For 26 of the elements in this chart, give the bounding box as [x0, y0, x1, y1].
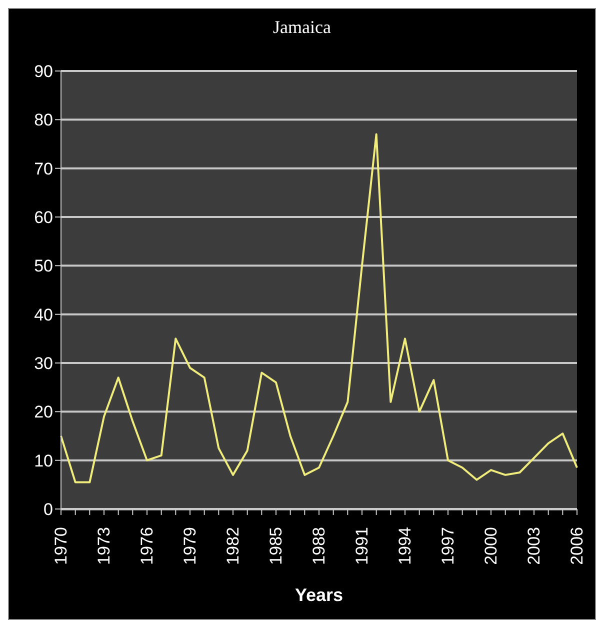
chart-title: Jamaica: [272, 17, 332, 38]
x-tick-label: 1970: [52, 527, 70, 565]
y-tick-label: 60: [34, 208, 53, 228]
x-tick-label: 1991: [352, 527, 372, 565]
x-tick-label: 2006: [568, 527, 586, 565]
y-tick-label: 10: [34, 451, 53, 470]
line-series: [60, 133, 578, 484]
x-tick-label: 1982: [224, 527, 242, 565]
y-tick-label: 0: [44, 500, 53, 520]
x-tick-label: 1979: [180, 527, 200, 565]
y-tick-label: 80: [34, 110, 53, 130]
y-tick-label: 20: [34, 402, 53, 422]
x-tick-label: 1976: [138, 527, 156, 565]
x-tick-label: 1997: [438, 527, 458, 565]
y-tick-label: 40: [34, 305, 53, 324]
y-tick-label: 90: [34, 62, 53, 82]
x-axis-title: Years: [294, 585, 344, 605]
x-tick-label: 1988: [310, 527, 328, 565]
x-tick-label: 2003: [524, 527, 544, 565]
y-tick-label: 30: [34, 354, 53, 374]
x-tick-label: 2000: [482, 527, 500, 565]
y-tick-label: 50: [34, 256, 53, 276]
x-tick-label: 1985: [266, 527, 286, 565]
x-tick-label: 1973: [94, 527, 114, 565]
y-tick-label: 70: [34, 159, 53, 178]
x-tick-label: 1994: [396, 527, 414, 565]
